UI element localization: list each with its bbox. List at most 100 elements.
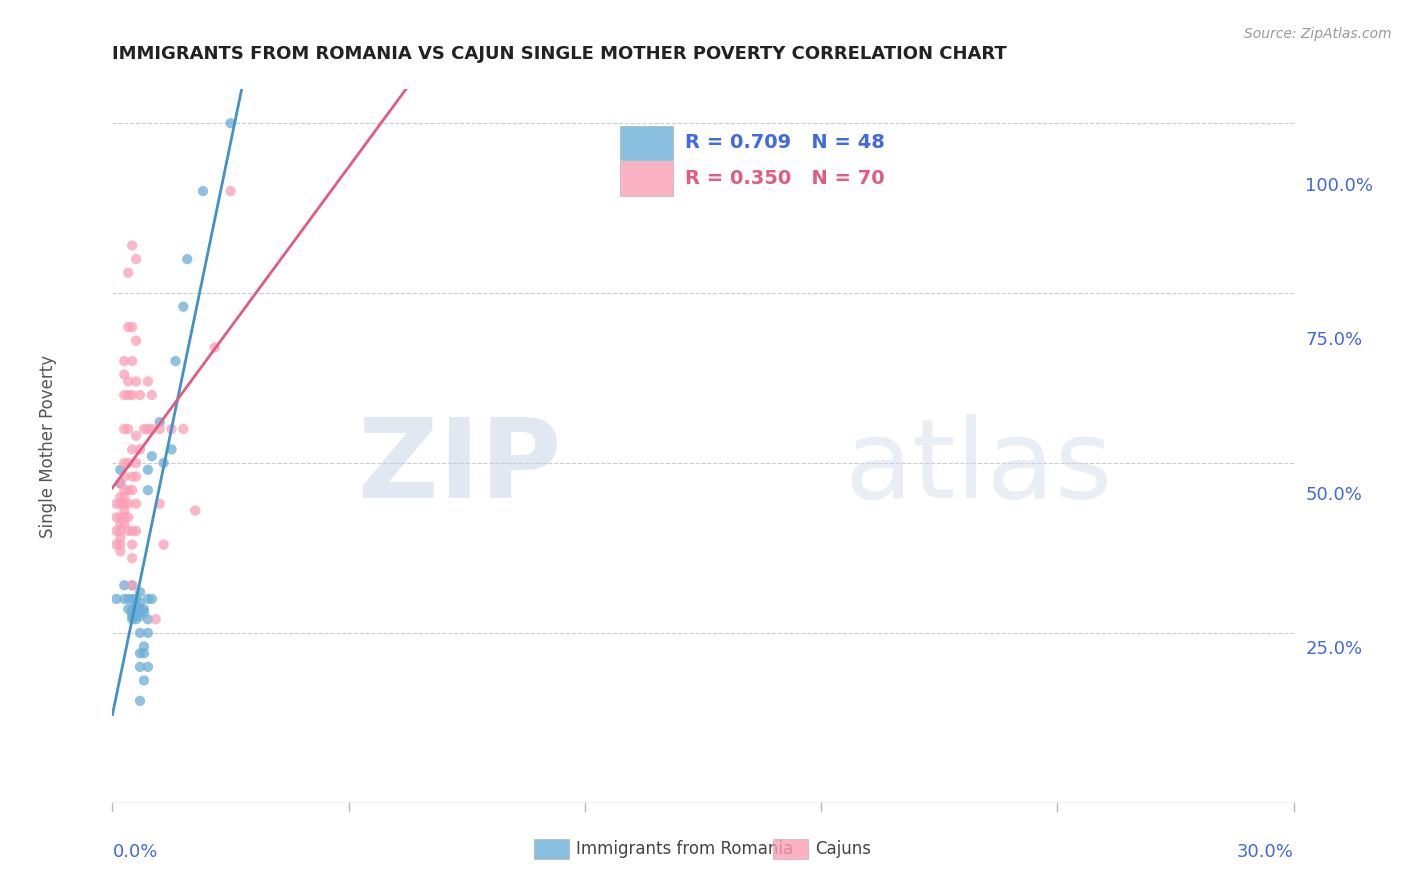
Point bbox=[129, 608, 152, 623]
Point bbox=[112, 510, 135, 524]
Point bbox=[132, 422, 155, 436]
Text: 100.0%: 100.0% bbox=[1305, 178, 1374, 195]
Point bbox=[121, 551, 143, 566]
Point bbox=[136, 483, 159, 498]
Point bbox=[165, 354, 187, 368]
Point bbox=[219, 184, 242, 198]
Point bbox=[110, 537, 132, 551]
Point bbox=[105, 537, 128, 551]
Point bbox=[129, 660, 152, 674]
Point bbox=[191, 184, 214, 198]
Point bbox=[121, 612, 143, 626]
FancyBboxPatch shape bbox=[620, 126, 673, 160]
Point bbox=[112, 354, 135, 368]
Point bbox=[121, 606, 143, 620]
Point bbox=[110, 463, 132, 477]
Text: R = 0.350   N = 70: R = 0.350 N = 70 bbox=[685, 169, 884, 188]
Point bbox=[204, 341, 226, 355]
Point bbox=[112, 490, 135, 504]
Point bbox=[121, 354, 143, 368]
Text: 75.0%: 75.0% bbox=[1305, 332, 1362, 350]
FancyBboxPatch shape bbox=[620, 161, 673, 195]
Point bbox=[112, 578, 135, 592]
Point bbox=[160, 442, 183, 457]
Point bbox=[132, 646, 155, 660]
Point bbox=[132, 602, 155, 616]
Point bbox=[184, 503, 207, 517]
Point bbox=[112, 517, 135, 532]
Point bbox=[121, 602, 143, 616]
Point bbox=[125, 612, 148, 626]
Point bbox=[117, 266, 139, 280]
Point bbox=[141, 422, 163, 436]
Point bbox=[125, 456, 148, 470]
Point bbox=[219, 116, 242, 130]
Text: IMMIGRANTS FROM ROMANIA VS CAJUN SINGLE MOTHER POVERTY CORRELATION CHART: IMMIGRANTS FROM ROMANIA VS CAJUN SINGLE … bbox=[112, 45, 1007, 62]
Point bbox=[149, 497, 172, 511]
Point bbox=[121, 483, 143, 498]
Point bbox=[132, 606, 155, 620]
Point bbox=[105, 591, 128, 606]
Point bbox=[136, 626, 159, 640]
Text: 50.0%: 50.0% bbox=[1305, 485, 1362, 504]
Point bbox=[121, 320, 143, 334]
Point bbox=[110, 544, 132, 558]
Point bbox=[121, 524, 143, 538]
Point bbox=[141, 388, 163, 402]
Point bbox=[110, 524, 132, 538]
Point bbox=[117, 483, 139, 498]
Point bbox=[129, 442, 152, 457]
Point bbox=[149, 422, 172, 436]
Text: R = 0.709   N = 48: R = 0.709 N = 48 bbox=[685, 133, 886, 153]
Point bbox=[129, 585, 152, 599]
Point bbox=[145, 612, 167, 626]
Point bbox=[132, 640, 155, 654]
Point bbox=[112, 422, 135, 436]
Point bbox=[110, 476, 132, 491]
Point bbox=[105, 524, 128, 538]
Point bbox=[112, 591, 135, 606]
Text: Single Mother Poverty: Single Mother Poverty bbox=[38, 354, 56, 538]
Point bbox=[112, 469, 135, 483]
Text: 30.0%: 30.0% bbox=[1237, 843, 1294, 861]
Point bbox=[121, 537, 143, 551]
Point bbox=[125, 375, 148, 389]
Text: Immigrants from Romania: Immigrants from Romania bbox=[576, 840, 793, 858]
Point bbox=[125, 599, 148, 613]
Point bbox=[121, 442, 143, 457]
Point bbox=[125, 591, 148, 606]
Point bbox=[117, 591, 139, 606]
Point bbox=[125, 252, 148, 266]
Point bbox=[136, 612, 159, 626]
Point bbox=[136, 422, 159, 436]
Point bbox=[141, 449, 163, 463]
Point bbox=[110, 510, 132, 524]
Point bbox=[112, 483, 135, 498]
Point bbox=[129, 595, 152, 609]
Point bbox=[105, 497, 128, 511]
Point bbox=[112, 456, 135, 470]
Text: 0.0%: 0.0% bbox=[112, 843, 157, 861]
Point bbox=[117, 456, 139, 470]
Point bbox=[117, 422, 139, 436]
Point bbox=[117, 510, 139, 524]
Point bbox=[132, 673, 155, 688]
Point bbox=[129, 626, 152, 640]
Point bbox=[112, 388, 135, 402]
Point bbox=[125, 334, 148, 348]
Point bbox=[117, 602, 139, 616]
Point bbox=[121, 578, 143, 592]
Point bbox=[110, 531, 132, 545]
Point bbox=[136, 591, 159, 606]
Point bbox=[129, 602, 152, 616]
Point bbox=[121, 591, 143, 606]
Point bbox=[136, 375, 159, 389]
Point bbox=[112, 368, 135, 382]
Text: 25.0%: 25.0% bbox=[1305, 640, 1362, 657]
Point bbox=[121, 469, 143, 483]
Text: ZIP: ZIP bbox=[359, 414, 561, 521]
Point bbox=[110, 497, 132, 511]
Point bbox=[176, 252, 198, 266]
Point bbox=[110, 517, 132, 532]
Point bbox=[117, 524, 139, 538]
